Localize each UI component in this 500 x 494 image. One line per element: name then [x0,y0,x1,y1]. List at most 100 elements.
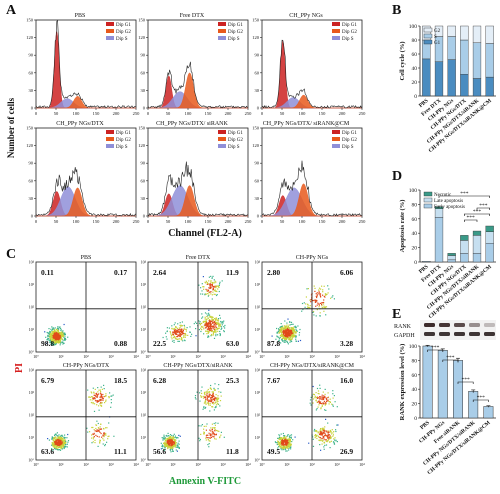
x-tick-label: 50 [280,111,285,116]
event-dot [322,289,324,291]
event-dot [51,341,53,343]
event-dot [220,391,222,393]
event-dot [285,443,287,445]
event-dot [93,394,95,396]
event-dot [326,398,328,400]
event-dot [51,442,53,444]
event-dot [64,439,66,441]
x-tick-label: 100 [185,219,193,224]
event-dot [211,406,213,408]
event-dot [315,315,317,317]
event-dot [51,444,53,446]
event-dot [284,334,286,336]
event-dot [201,424,203,426]
event-dot [285,442,287,444]
event-dot [62,439,64,441]
event-dot [100,395,102,398]
event-dot [207,295,209,297]
event-dot [221,324,223,326]
event-dot [203,433,205,435]
event-dot [213,403,215,405]
event-dot [57,435,59,437]
y-tick-label: 120 [26,143,34,148]
y-tick-label: 150 [138,126,146,131]
event-dot [171,327,173,329]
event-dot [314,395,316,397]
event-dot [200,293,202,295]
event-dot [169,434,172,436]
event-dot [213,324,215,326]
event-dot [293,329,295,332]
y-tick-label: 60 [412,217,418,223]
event-dot [211,397,213,399]
event-dot [103,384,105,386]
event-dot [94,439,96,441]
event-dot [283,334,285,336]
event-dot [91,426,93,429]
legend-label: Dip S [342,37,354,42]
legend-swatch [423,39,433,45]
event-dot [90,402,93,404]
event-dot [320,403,322,405]
event-dot [209,437,212,439]
event-dot [177,442,179,444]
event-dot [282,440,284,442]
event-dot [314,290,316,292]
event-dot [208,443,210,445]
event-dot [323,448,325,450]
event-dot [292,330,294,332]
legend-swatch [106,137,114,141]
event-dot [174,435,176,437]
event-dot [165,442,167,444]
event-dot [176,330,178,332]
event-dot [285,439,287,441]
event-dot [287,444,289,447]
event-dot [318,292,320,294]
event-dot [287,329,290,331]
event-dot [323,285,325,287]
event-dot [180,328,182,330]
x-tick-label: 50 [54,111,59,116]
event-dot [330,297,332,299]
event-dot [286,439,288,441]
event-dot [59,337,61,339]
event-dot [205,398,207,400]
quadrant-percent: 11.8 [226,447,239,456]
event-dot [174,331,176,333]
y-tick-label: 20 [412,80,418,86]
x-category-label: PBS [418,98,430,109]
event-dot [215,281,217,283]
event-dot [280,437,282,439]
y-tick-label: 60 [29,178,34,183]
event-dot [61,439,63,441]
event-dot [58,449,60,451]
event-dot [213,327,215,329]
event-dot [169,443,171,445]
event-dot [209,400,211,402]
event-dot [326,293,328,295]
event-dot [205,288,207,290]
event-dot [171,441,173,443]
event-dot [165,332,167,334]
event-dot [200,287,202,289]
y-tick-label: 10³ [255,282,261,287]
event-dot [325,434,327,436]
legend-swatch [106,22,114,26]
event-dot [330,433,332,435]
event-dot [169,449,171,451]
event-dot [281,327,283,329]
histogram-title: CH_PPy NGs [289,13,323,19]
event-dot [321,429,323,431]
event-dot [57,441,59,443]
apoptosis-x-axis-label: Annexin V-FITC [169,476,241,487]
event-dot [193,323,195,325]
y-tick-label: 10° [254,350,260,355]
event-dot [210,400,213,402]
event-dot [216,429,218,432]
event-dot [319,315,321,317]
event-dot [179,322,181,324]
event-dot [286,332,288,334]
y-tick-label: 10° [254,458,260,463]
legend-swatch [218,144,226,148]
event-dot [94,394,96,396]
